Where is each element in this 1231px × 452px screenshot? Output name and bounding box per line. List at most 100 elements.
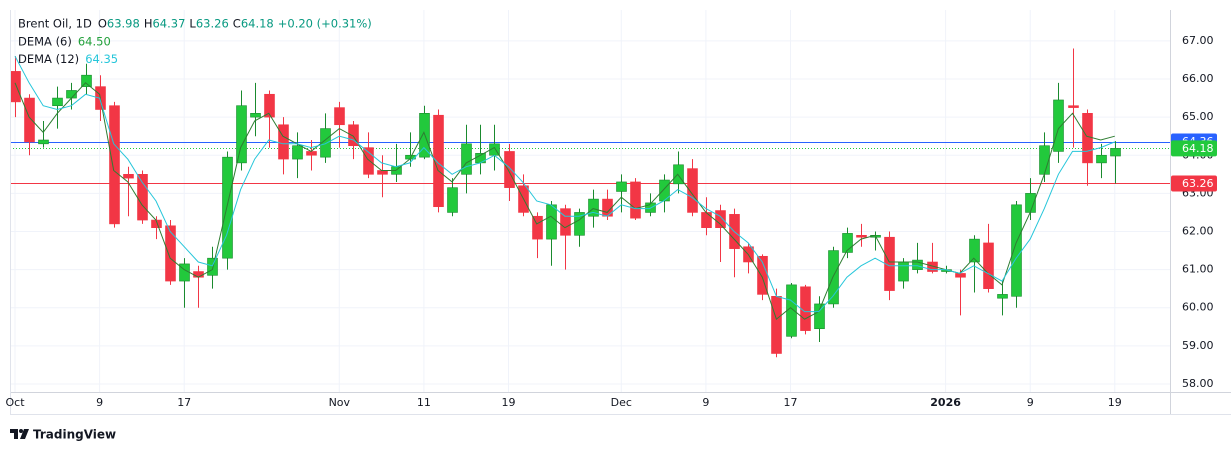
- candle-body: [997, 294, 1008, 299]
- candle-body: [363, 147, 374, 175]
- price-tag-label: 64.18: [1182, 142, 1214, 155]
- candle-body: [10, 71, 21, 103]
- header: Brent Oil, 1D O 63.98 H 64.37 L 63.26 C 64.18 +0.…: [18, 17, 372, 67]
- ohlc-value: 64.37: [152, 17, 185, 31]
- y-tick-label: 67.00: [1182, 34, 1214, 47]
- candle-body: [109, 105, 120, 225]
- y-tick-label: 66.00: [1182, 72, 1214, 85]
- ohlc-key: C: [233, 17, 241, 31]
- candle-body: [659, 179, 670, 202]
- y-tick-label: 59.00: [1182, 339, 1214, 352]
- candle-body: [334, 107, 345, 126]
- symbol: Brent Oil, 1D: [18, 17, 92, 31]
- candle-body: [560, 208, 571, 236]
- candle-body: [123, 174, 134, 179]
- candle-body: [1096, 154, 1107, 164]
- footer: TradingView: [10, 428, 116, 442]
- candle-body: [433, 114, 444, 208]
- ohlc-value: 63.98: [107, 17, 140, 31]
- price-tag-label: 63.26: [1182, 177, 1214, 190]
- plot: [10, 48, 1170, 358]
- candle-body: [1039, 145, 1050, 175]
- candle-body: [278, 124, 289, 160]
- price-tag: [1171, 140, 1217, 157]
- candle-body: [377, 170, 388, 175]
- y-tick-label: 65.00: [1182, 110, 1214, 123]
- y-tick-label: 60.00: [1182, 301, 1214, 314]
- candle-body: [771, 296, 782, 354]
- x-tick-label: Oct: [5, 396, 25, 409]
- candle-body: [532, 215, 543, 240]
- candle-body: [616, 181, 627, 192]
- candle-body: [504, 151, 515, 188]
- ohlc-value: 63.26: [196, 17, 229, 31]
- ohlc-key: L: [189, 17, 196, 31]
- ohlc-key: H: [144, 17, 153, 31]
- candle-body: [800, 286, 811, 331]
- legend-name: DEMA (12): [18, 52, 79, 66]
- candle-body: [250, 113, 261, 118]
- candle-body: [1011, 204, 1022, 297]
- indicator-line: [14, 82, 1115, 321]
- change: +0.20 (+0.31%): [278, 17, 372, 31]
- candle-body: [447, 187, 458, 213]
- legend-value: 64.35: [85, 52, 118, 66]
- x-tick-label: Dec: [611, 396, 632, 409]
- candle-body: [701, 212, 712, 228]
- candle-body: [828, 250, 839, 305]
- y-tick-label: 62.00: [1182, 224, 1214, 237]
- candle-body: [1082, 113, 1093, 164]
- candle-body: [207, 257, 218, 276]
- candle-body: [546, 204, 557, 240]
- candle-body: [969, 238, 980, 263]
- candle-body: [1068, 105, 1079, 108]
- candle-body: [348, 124, 359, 147]
- candle-body: [884, 236, 895, 291]
- candle-body: [715, 210, 726, 228]
- indicator-line: [14, 55, 1115, 313]
- candle-body: [1110, 148, 1121, 157]
- candle-body: [673, 164, 684, 185]
- candle-body: [927, 261, 938, 272]
- candle-body: [898, 261, 909, 282]
- candle-body: [842, 233, 853, 253]
- candle-body: [786, 284, 797, 337]
- y-tick-label: 61.00: [1182, 263, 1214, 276]
- x-tick-label: 9: [96, 396, 103, 409]
- candle-body: [52, 97, 63, 106]
- candle-body: [193, 271, 204, 278]
- x-tick-label: 9: [1027, 396, 1034, 409]
- candle-body: [1053, 99, 1064, 152]
- candle-body: [38, 139, 49, 145]
- candle-body: [165, 225, 176, 282]
- candle-body: [236, 105, 247, 164]
- candle-body: [292, 145, 303, 160]
- candle-body: [687, 168, 698, 213]
- tradingview-logo: [10, 429, 29, 439]
- price-tag: [1171, 175, 1217, 192]
- x-tick-label: Nov: [329, 396, 351, 409]
- x-tick-label: 17: [784, 396, 798, 409]
- legend-name: DEMA (6): [18, 35, 72, 49]
- x-tick-label: 11: [417, 396, 431, 409]
- grid: [10, 10, 1170, 392]
- x-tick-label: 19: [502, 396, 516, 409]
- candle-body: [24, 97, 35, 143]
- x-tick-label: 9: [702, 396, 709, 409]
- x-tick-label: 2026: [930, 396, 961, 409]
- candle-body: [856, 235, 867, 238]
- axes: 58.0059.0060.0061.0062.0063.0064.0065.00…: [5, 34, 1217, 409]
- candle-body: [814, 303, 825, 330]
- x-tick-label: 17: [177, 396, 191, 409]
- candle-body: [81, 74, 92, 87]
- candle-body: [222, 156, 233, 259]
- ohlc-key: O: [98, 17, 107, 31]
- candle-body: [983, 242, 994, 289]
- x-tick-label: 19: [1108, 396, 1122, 409]
- candle-body: [264, 93, 275, 118]
- candle-body: [912, 259, 923, 270]
- candle-body: [955, 273, 966, 278]
- candle-body: [461, 143, 472, 175]
